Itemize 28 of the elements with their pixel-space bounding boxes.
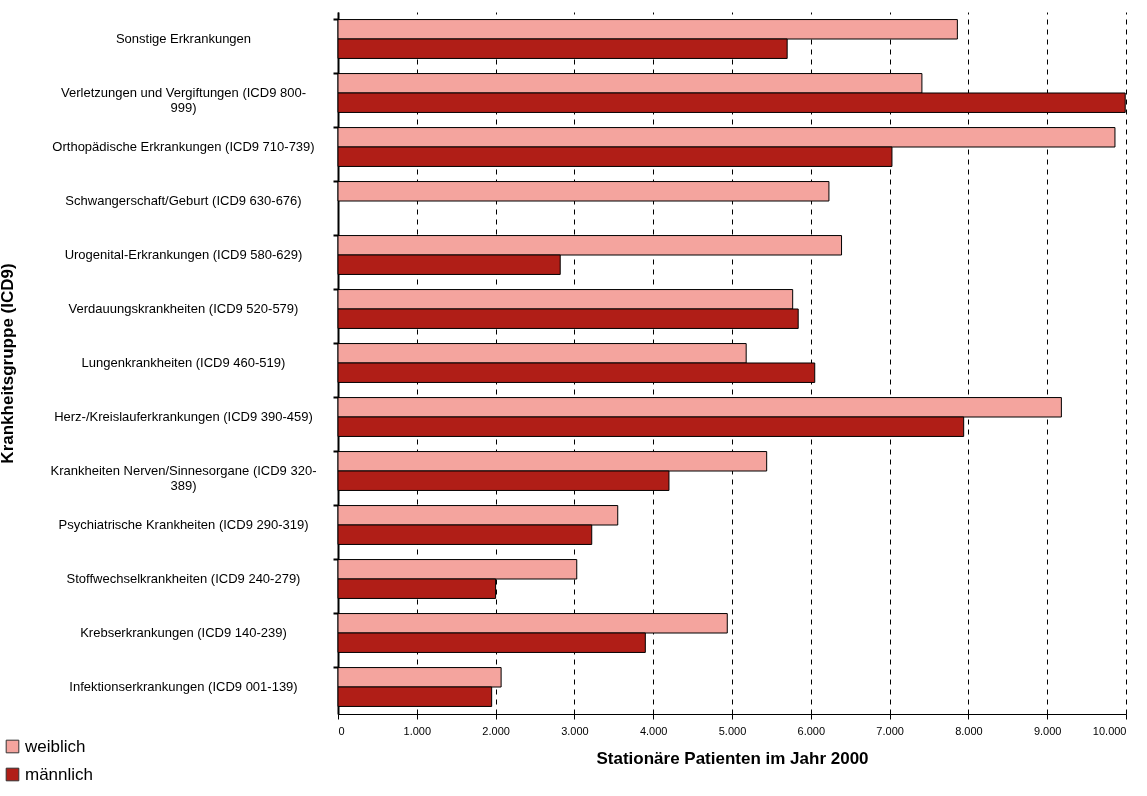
x-tick-label: 1.000 xyxy=(403,724,432,737)
y-tick-label: Verdauungskrankheiten (ICD9 520-579) xyxy=(68,301,299,316)
y-tick-label: Orthopädische Erkrankungen (ICD9 710-739) xyxy=(52,139,315,154)
x-tick-label: 0 xyxy=(338,724,345,737)
x-tick-label: 4.000 xyxy=(639,724,668,737)
y-tick-label: Krankheiten Nerven/Sinnesorgane (ICD9 320-389) xyxy=(50,463,317,493)
x-tick-label: 2.000 xyxy=(482,724,510,737)
x-axis-title: Stationäre Patienten im Jahr 2000 xyxy=(596,748,869,768)
x-tick-label: 3.000 xyxy=(561,724,589,737)
y-tick-label: Infektionserkrankungen (ICD9 001-139) xyxy=(69,679,298,694)
y-axis-title: Krankheitsgruppe (ICD9) xyxy=(0,263,17,464)
x-tick-label: 6.000 xyxy=(797,724,826,737)
y-tick-label: Verletzungen und Vergiftungen (ICD9 800-999) xyxy=(60,85,307,115)
x-tick-label: 8.000 xyxy=(955,724,983,737)
x-tick-label: 9.000 xyxy=(1033,724,1062,737)
legend-label: weiblich xyxy=(24,736,86,756)
y-tick-label: Lungenkrankheiten (ICD9 460-519) xyxy=(81,355,286,370)
legend-label: männlich xyxy=(25,764,94,784)
x-tick-label: 7.000 xyxy=(876,724,904,737)
y-tick-label: Herz-/Kreislauferkrankungen (ICD9 390-459) xyxy=(54,409,313,424)
y-tick-label: Schwangerschaft/Geburt (ICD9 630-676) xyxy=(65,193,302,208)
x-tick-label: 5.000 xyxy=(718,724,747,737)
y-tick-label: Krebserkrankungen (ICD9 140-239) xyxy=(80,625,287,640)
y-tick-label: Stoffwechselkrankheiten (ICD9 240-279) xyxy=(66,571,301,586)
y-tick-label: Urogenital-Erkrankungen (ICD9 580-629) xyxy=(64,247,303,262)
y-tick-label: Psychiatrische Krankheiten (ICD9 290-319) xyxy=(58,517,309,532)
x-tick-label: 10.000 xyxy=(1092,724,1127,737)
y-tick-label: Sonstige Erkrankungen xyxy=(115,31,252,46)
